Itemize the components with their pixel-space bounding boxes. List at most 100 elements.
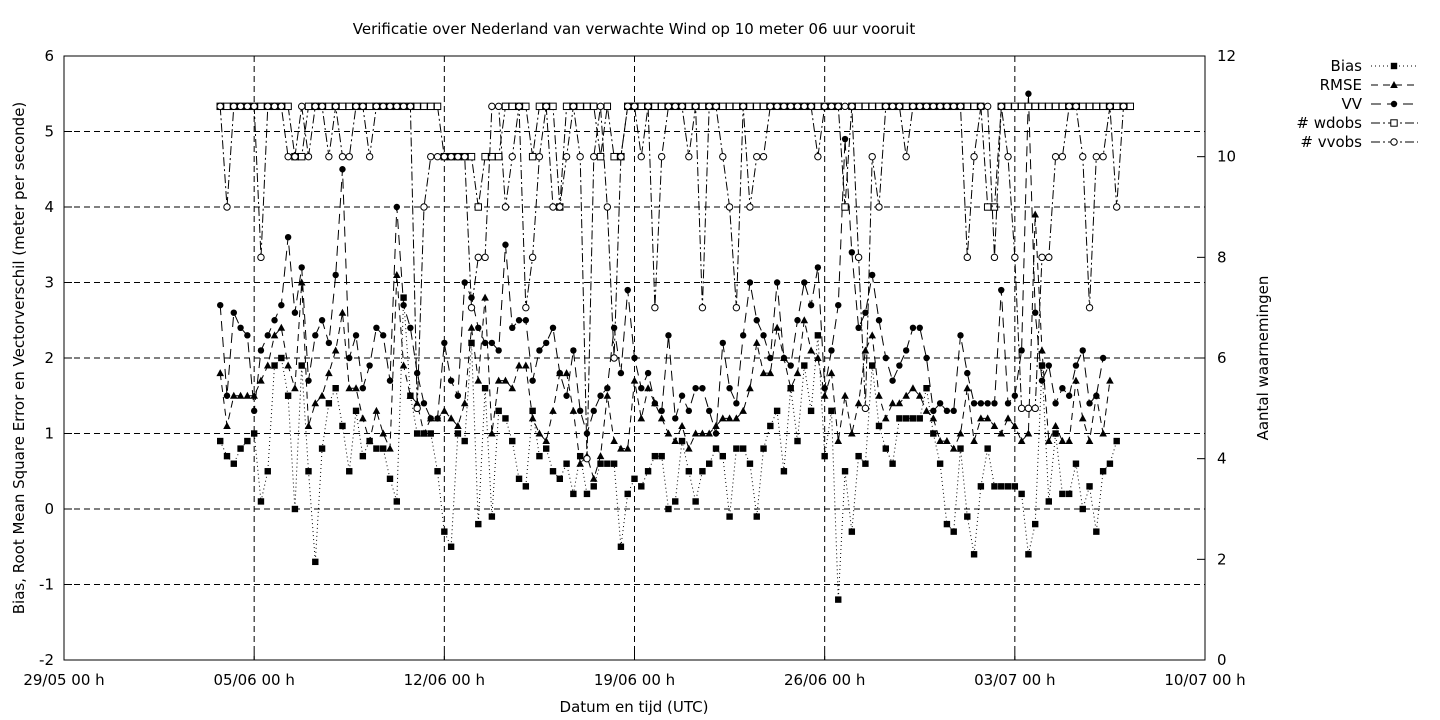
data-point-wdobs xyxy=(420,102,428,111)
y2-tick-label: 6 xyxy=(1217,349,1227,367)
y-tick-label: 2 xyxy=(44,349,54,367)
data-point-rmse xyxy=(752,338,761,346)
data-point-vv xyxy=(447,377,455,384)
data-point-vv xyxy=(678,392,686,399)
data-point-bias xyxy=(352,407,360,415)
data-point-vvobs xyxy=(1017,404,1026,413)
data-point-vvobs xyxy=(284,152,292,161)
data-point-vv xyxy=(1086,400,1093,407)
data-point-vv xyxy=(441,339,448,347)
data-point-rmse xyxy=(671,437,680,445)
legend-marker-wdobs xyxy=(1390,119,1398,127)
data-point-bias xyxy=(454,430,462,437)
data-point-rmse xyxy=(440,406,449,414)
data-point-bias xyxy=(991,483,998,490)
data-point-vvobs xyxy=(780,102,788,111)
data-point-bias xyxy=(576,452,584,460)
data-point-vv xyxy=(576,407,584,415)
data-point-vv xyxy=(332,271,339,279)
data-point-rmse xyxy=(963,384,972,392)
data-point-rmse xyxy=(447,414,455,422)
data-point-wdobs xyxy=(1058,102,1067,111)
data-point-vv xyxy=(699,385,706,392)
data-point-vvobs xyxy=(1099,152,1107,161)
data-point-vv xyxy=(502,241,509,248)
data-point-rmse xyxy=(630,376,639,384)
data-point-wdobs xyxy=(304,102,313,111)
data-point-wdobs xyxy=(698,102,707,111)
data-point-bias xyxy=(936,460,944,467)
data-point-rmse xyxy=(861,346,870,354)
data-point-bias xyxy=(672,498,679,505)
chart-title: Verificatie over Nederland van verwachte… xyxy=(353,20,916,38)
data-point-vvobs xyxy=(325,152,333,161)
data-point-rmse xyxy=(488,429,496,437)
data-point-vvobs xyxy=(753,152,761,161)
data-point-vvobs xyxy=(1011,253,1019,262)
data-point-wdobs xyxy=(814,102,822,111)
data-point-rmse xyxy=(392,270,401,278)
data-point-vv xyxy=(767,354,774,362)
data-point-rmse xyxy=(617,444,625,452)
data-point-rmse xyxy=(270,331,279,339)
data-point-vv xyxy=(563,392,570,399)
data-point-vvobs xyxy=(1085,303,1094,312)
data-point-vvobs xyxy=(888,102,897,111)
data-point-vv xyxy=(407,324,414,331)
data-point-vv xyxy=(950,407,957,415)
data-point-bias xyxy=(373,445,380,452)
data-point-wdobs xyxy=(562,102,571,111)
data-point-bias xyxy=(264,468,271,475)
data-point-bias xyxy=(543,445,550,452)
plot-frame xyxy=(63,55,1206,661)
data-point-wdobs xyxy=(1024,102,1033,111)
y2-tick-label: 8 xyxy=(1217,248,1227,266)
legend-marker-bias xyxy=(1390,62,1398,70)
data-point-vv xyxy=(284,234,292,241)
data-point-vvobs xyxy=(909,102,917,111)
data-point-rmse xyxy=(698,429,707,437)
data-point-vvobs xyxy=(535,152,544,161)
data-point-vvobs xyxy=(494,102,503,111)
data-point-bias xyxy=(522,483,530,490)
data-point-bias xyxy=(217,437,224,445)
data-point-vvobs xyxy=(936,102,944,111)
y2-tick-label: 4 xyxy=(1217,450,1227,468)
data-point-wdobs xyxy=(549,102,557,111)
data-point-vvobs xyxy=(895,102,904,111)
legend-label-bias: Bias xyxy=(1331,57,1363,75)
data-point-vv xyxy=(923,354,930,362)
data-point-vv xyxy=(1099,354,1107,362)
data-point-rmse xyxy=(216,369,225,377)
x-tick-label: 03/07 00 h xyxy=(974,671,1055,689)
data-point-vvobs xyxy=(304,152,313,161)
data-point-vvobs xyxy=(345,152,353,161)
data-point-bias xyxy=(801,362,808,369)
data-point-wdobs xyxy=(1099,102,1107,111)
data-point-rmse xyxy=(657,414,666,422)
data-point-bias xyxy=(257,498,265,505)
data-point-wdobs xyxy=(576,102,584,111)
data-point-vvobs xyxy=(691,102,700,111)
data-point-rmse xyxy=(793,369,802,377)
data-point-wdobs xyxy=(508,102,516,111)
data-point-bias xyxy=(644,468,652,475)
data-point-rmse xyxy=(304,421,313,429)
data-point-vv xyxy=(515,317,523,324)
y2-tick-label: 12 xyxy=(1217,47,1236,65)
data-point-vv xyxy=(318,317,326,324)
data-point-vvobs xyxy=(549,203,557,211)
data-point-rmse xyxy=(949,444,958,452)
data-point-rmse xyxy=(766,369,775,377)
data-point-vv xyxy=(733,400,740,407)
data-point-bias xyxy=(984,445,991,452)
data-point-rmse xyxy=(1031,210,1040,218)
data-point-bias xyxy=(488,513,496,520)
data-point-vvobs xyxy=(970,152,978,161)
data-point-rmse xyxy=(685,444,693,452)
data-point-wdobs xyxy=(338,102,347,111)
data-point-vvobs xyxy=(834,102,842,111)
data-point-vvobs xyxy=(298,102,306,111)
